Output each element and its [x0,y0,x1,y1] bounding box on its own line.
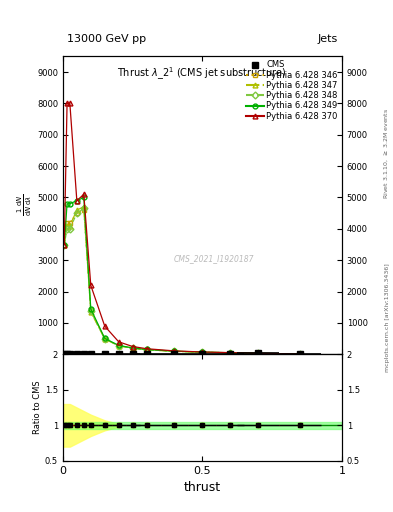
Text: mcplots.cern.ch [arXiv:1306.3436]: mcplots.cern.ch [arXiv:1306.3436] [385,263,390,372]
Pythia 6.428 370 [200,349,205,355]
Pythia 6.428 346 [68,220,72,226]
Pythia 6.428 346 [88,307,93,313]
Y-axis label: $\frac{1}{\mathrm{d}N}\frac{\mathrm{d}N}{\mathrm{d}\lambda}$: $\frac{1}{\mathrm{d}N}\frac{\mathrm{d}N}… [16,194,34,217]
Pythia 6.428 348 [88,308,93,314]
Pythia 6.428 370 [68,100,72,106]
Pythia 6.428 347 [256,350,261,356]
Pythia 6.428 370 [228,350,233,356]
Pythia 6.428 347 [65,223,70,229]
Pythia 6.428 348 [81,205,86,211]
Line: Pythia 6.428 348: Pythia 6.428 348 [62,206,303,356]
Pythia 6.428 370 [62,242,67,248]
Pythia 6.428 347 [75,207,79,213]
Pythia 6.428 349 [228,350,233,356]
Pythia 6.428 349 [116,343,121,349]
Pythia 6.428 348 [144,347,149,353]
Text: Rivet 3.1.10, $\geq$ 3.2M events: Rivet 3.1.10, $\geq$ 3.2M events [383,108,390,199]
Pythia 6.428 348 [116,343,121,349]
Line: Pythia 6.428 370: Pythia 6.428 370 [62,101,303,356]
Pythia 6.428 370 [116,339,121,345]
Pythia 6.428 347 [144,347,149,353]
Y-axis label: Ratio to CMS: Ratio to CMS [33,381,42,434]
Legend: CMS, Pythia 6.428 346, Pythia 6.428 347, Pythia 6.428 348, Pythia 6.428 349, Pyt: CMS, Pythia 6.428 346, Pythia 6.428 347,… [244,59,340,122]
Pythia 6.428 347 [62,242,67,248]
Pythia 6.428 349 [68,201,72,207]
Pythia 6.428 370 [65,100,70,106]
Pythia 6.428 349 [88,306,93,312]
Pythia 6.428 348 [298,351,303,357]
Pythia 6.428 346 [62,242,67,248]
Pythia 6.428 348 [65,226,70,232]
Text: Thrust $\lambda\_2^1$ (CMS jet substructure): Thrust $\lambda\_2^1$ (CMS jet substruct… [118,65,287,82]
Pythia 6.428 348 [102,336,107,342]
Pythia 6.428 349 [144,347,149,353]
X-axis label: thrust: thrust [184,481,221,494]
Pythia 6.428 370 [256,350,261,356]
Pythia 6.428 347 [172,348,177,354]
Pythia 6.428 370 [172,348,177,354]
Pythia 6.428 348 [62,242,67,248]
Pythia 6.428 346 [228,350,233,356]
Text: Jets: Jets [318,33,338,44]
Pythia 6.428 347 [228,350,233,356]
Pythia 6.428 348 [130,345,135,351]
Pythia 6.428 346 [298,351,303,357]
Pythia 6.428 346 [75,210,79,216]
Pythia 6.428 346 [256,350,261,356]
Pythia 6.428 347 [68,223,72,229]
Pythia 6.428 348 [228,350,233,356]
Line: Pythia 6.428 349: Pythia 6.428 349 [62,195,303,356]
Pythia 6.428 349 [256,350,261,356]
Pythia 6.428 370 [102,323,107,329]
Text: CMS_2021_I1920187: CMS_2021_I1920187 [173,254,254,264]
Pythia 6.428 349 [298,351,303,357]
Pythia 6.428 348 [68,226,72,232]
Line: Pythia 6.428 346: Pythia 6.428 346 [62,207,303,356]
Pythia 6.428 348 [172,348,177,354]
Pythia 6.428 346 [172,348,177,354]
Pythia 6.428 349 [81,195,86,201]
Pythia 6.428 370 [144,346,149,352]
Pythia 6.428 349 [62,242,67,248]
Pythia 6.428 346 [65,220,70,226]
Pythia 6.428 346 [102,335,107,342]
Pythia 6.428 347 [116,343,121,349]
Pythia 6.428 370 [75,198,79,204]
Pythia 6.428 347 [298,351,303,357]
Pythia 6.428 347 [200,349,205,355]
Pythia 6.428 370 [130,344,135,350]
Pythia 6.428 346 [130,345,135,351]
Pythia 6.428 348 [256,350,261,356]
Pythia 6.428 349 [172,348,177,354]
Pythia 6.428 349 [200,349,205,355]
Text: 13000 GeV pp: 13000 GeV pp [67,33,146,44]
Pythia 6.428 348 [200,349,205,355]
Pythia 6.428 347 [130,345,135,351]
Pythia 6.428 346 [144,347,149,353]
Pythia 6.428 370 [298,351,303,357]
Pythia 6.428 346 [200,349,205,355]
Pythia 6.428 348 [75,210,79,216]
Pythia 6.428 346 [116,343,121,349]
Pythia 6.428 370 [81,191,86,198]
Pythia 6.428 346 [81,207,86,213]
Pythia 6.428 349 [75,198,79,204]
Pythia 6.428 349 [130,345,135,351]
Pythia 6.428 347 [81,204,86,210]
Pythia 6.428 349 [65,201,70,207]
Pythia 6.428 347 [102,336,107,342]
Pythia 6.428 370 [88,282,93,288]
Pythia 6.428 347 [88,309,93,315]
Line: Pythia 6.428 347: Pythia 6.428 347 [62,204,303,356]
Pythia 6.428 349 [102,335,107,342]
